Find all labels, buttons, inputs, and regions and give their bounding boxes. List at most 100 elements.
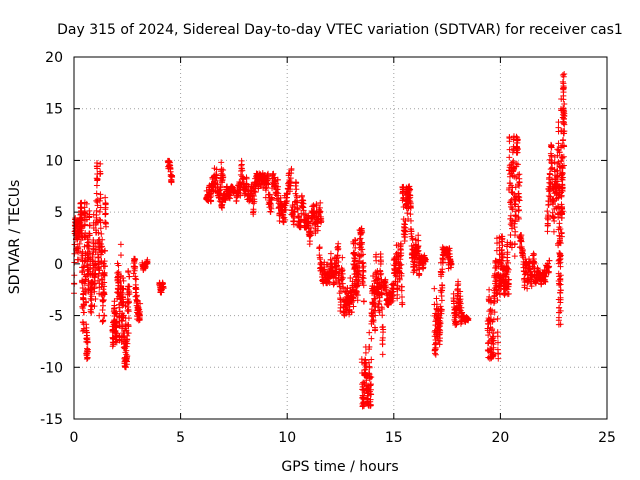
data-point-marker (546, 257, 553, 264)
x-axis-label: GPS time / hours (281, 459, 398, 475)
data-point-marker (379, 306, 386, 313)
data-point-marker (437, 320, 444, 327)
data-point-marker (169, 174, 176, 181)
data-point-marker (487, 311, 494, 318)
data-point-marker (314, 223, 321, 230)
y-tick-labels: -15 -10 -5 0 5 10 15 20 (40, 50, 63, 428)
data-point-marker (494, 333, 501, 340)
data-point-marker (437, 315, 444, 322)
data-point-marker (119, 323, 126, 330)
data-point-marker (359, 260, 366, 267)
data-point-marker (397, 256, 404, 263)
data-point-marker (354, 292, 361, 299)
data-point-marker (560, 162, 567, 169)
data-point-marker (282, 216, 289, 223)
y-tick-label: -10 (40, 360, 63, 376)
data-point-marker (317, 256, 324, 263)
data-point-marker (557, 321, 564, 328)
data-point-marker (132, 275, 139, 282)
data-point-marker (333, 255, 340, 262)
data-point-marker (515, 215, 522, 222)
data-point-marker (508, 225, 515, 232)
data-point-marker (407, 192, 414, 199)
data-point-marker (557, 263, 564, 270)
data-point-marker (499, 242, 506, 249)
data-point-marker (549, 209, 556, 216)
data-point-marker (559, 165, 566, 172)
data-point-marker (360, 268, 367, 275)
data-point-marker (220, 174, 227, 181)
data-point-marker (81, 309, 88, 316)
data-point-marker (84, 339, 91, 346)
data-point-marker (274, 176, 281, 183)
data-point-marker (358, 239, 365, 246)
data-point-marker (557, 307, 564, 314)
data-point-marker (348, 309, 355, 316)
data-point-marker (317, 199, 324, 206)
data-point-marker (98, 230, 105, 237)
data-point-marker (518, 232, 525, 239)
data-point-marker (274, 195, 281, 202)
data-point-marker (561, 110, 568, 117)
data-point-marker (544, 208, 551, 215)
data-point-marker (512, 184, 519, 191)
data-point-marker (407, 186, 414, 193)
data-point-marker (556, 304, 563, 311)
data-point-marker (501, 291, 508, 298)
data-point-marker (494, 315, 501, 322)
data-point-marker (133, 298, 140, 305)
data-point-marker (398, 283, 405, 290)
data-point-marker (416, 266, 423, 273)
data-points (71, 71, 568, 410)
data-point-marker (458, 304, 465, 311)
data-point-marker (446, 245, 453, 252)
data-point-marker (432, 346, 439, 353)
data-point-marker (300, 200, 307, 207)
data-point-marker (336, 283, 343, 290)
data-point-marker (291, 215, 298, 222)
data-point-marker (416, 271, 423, 278)
data-point-marker (133, 292, 140, 299)
data-point-marker (350, 303, 357, 310)
data-point-marker (394, 291, 401, 298)
data-point-marker (360, 275, 367, 282)
data-point-marker (491, 309, 498, 316)
data-point-marker (544, 228, 551, 235)
chart-title: Day 315 of 2024, Sidereal Day-to-day VTE… (57, 22, 623, 38)
data-point-marker (125, 323, 132, 330)
data-point-marker (274, 186, 281, 193)
data-point-marker (83, 200, 90, 207)
data-point-marker (355, 276, 362, 283)
data-point-marker (389, 292, 396, 299)
data-point-marker (368, 391, 375, 398)
data-point-marker (95, 229, 102, 236)
data-point-marker (489, 326, 496, 333)
data-point-marker (92, 296, 99, 303)
data-point-marker (394, 286, 401, 293)
data-point-marker (342, 289, 349, 296)
data-point-marker (438, 306, 445, 313)
data-point-marker (101, 272, 108, 279)
data-point-marker (556, 220, 563, 227)
data-point-marker (113, 310, 120, 317)
data-point-marker (125, 315, 132, 322)
data-point-marker (359, 246, 366, 253)
data-point-marker (490, 337, 497, 344)
data-point-marker (389, 297, 396, 304)
data-point-marker (347, 275, 354, 282)
data-point-marker (376, 309, 383, 316)
data-point-marker (542, 273, 549, 280)
data-point-marker (76, 240, 83, 247)
data-point-marker (116, 304, 123, 311)
data-point-marker (136, 317, 143, 324)
data-point-marker (365, 370, 372, 377)
data-point-marker (433, 301, 440, 308)
data-point-marker (495, 350, 502, 357)
data-point-marker (512, 208, 519, 215)
data-point-marker (335, 259, 342, 266)
data-point-marker (465, 315, 472, 322)
data-point-marker (398, 293, 405, 300)
data-point-marker (559, 184, 566, 191)
data-point-marker (516, 197, 523, 204)
